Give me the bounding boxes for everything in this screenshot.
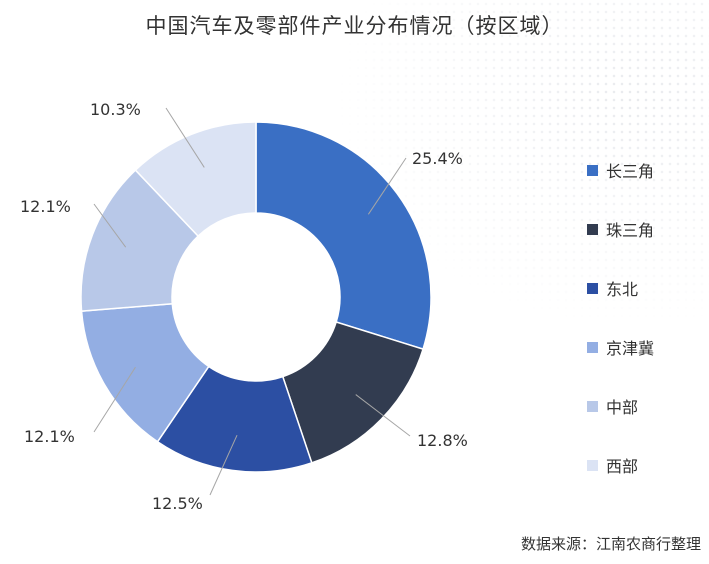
data-label-3: 12.5%: [152, 494, 203, 513]
legend-item-1: 长三角: [587, 158, 654, 182]
legend-swatch: [587, 459, 598, 471]
donut-slice-6: [134, 121, 257, 238]
legend-label: 京津冀: [606, 339, 655, 358]
leader-line-4: [93, 366, 136, 433]
legend-item-2: 珠三角: [587, 217, 654, 241]
data-label-2: 12.8%: [417, 431, 468, 450]
leader-line-3: [209, 434, 238, 496]
legend-item-4: 京津冀: [587, 335, 654, 359]
data-source-note: 数据来源：江南农商行整理: [520, 535, 701, 553]
donut-slice-4: [80, 302, 210, 443]
legend-item-6: 西部: [587, 453, 638, 477]
legend-swatch: [587, 282, 598, 294]
leader-line-1: [367, 157, 407, 215]
legend-swatch: [587, 400, 598, 412]
data-label-4: 12.1%: [24, 427, 75, 446]
donut-slice-1: [255, 121, 432, 351]
data-label-5: 12.1%: [20, 197, 71, 216]
legend-label: 长三角: [606, 162, 655, 181]
legend-label: 西部: [606, 457, 639, 476]
legend-swatch: [587, 164, 598, 176]
leader-line-5: [93, 203, 127, 248]
legend-label: 珠三角: [606, 221, 655, 240]
legend-label: 中部: [606, 398, 639, 417]
legend-item-5: 中部: [587, 394, 638, 418]
legend-swatch: [587, 341, 598, 353]
chart-title: 中国汽车及零部件产业分布情况（按区域）: [145, 14, 564, 38]
legend-swatch: [587, 223, 598, 235]
data-label-1: 25.4%: [412, 149, 463, 168]
leader-line-6: [165, 107, 205, 168]
legend-item-3: 东北: [587, 276, 638, 300]
data-label-6: 10.3%: [90, 100, 141, 119]
leader-line-2: [355, 394, 411, 437]
legend-label: 东北: [606, 280, 639, 299]
